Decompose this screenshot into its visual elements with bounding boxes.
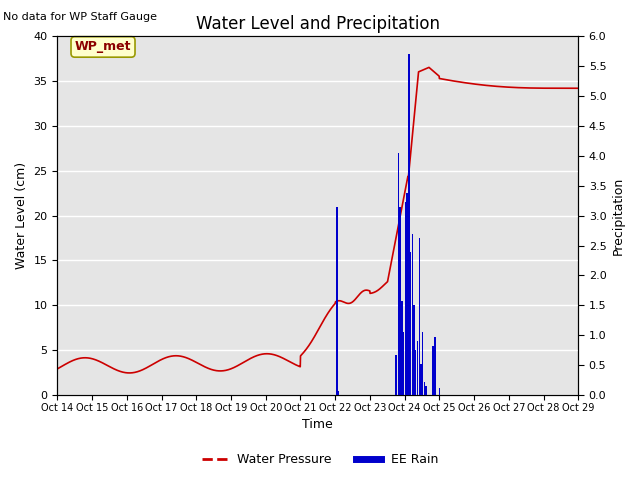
Bar — [438, 388, 440, 395]
Bar — [337, 391, 339, 395]
Bar — [397, 153, 399, 395]
Bar — [415, 350, 417, 395]
Bar — [434, 337, 436, 395]
Bar — [426, 386, 427, 395]
Bar — [412, 234, 413, 395]
Legend: Water Pressure, EE Rain: Water Pressure, EE Rain — [196, 448, 444, 471]
Bar — [424, 382, 425, 395]
Bar — [410, 252, 412, 395]
Title: Water Level and Precipitation: Water Level and Precipitation — [196, 15, 440, 33]
Bar — [422, 332, 424, 395]
X-axis label: Time: Time — [303, 419, 333, 432]
Bar — [404, 202, 406, 395]
Bar — [417, 341, 418, 395]
Bar — [401, 301, 403, 395]
Bar — [420, 364, 422, 395]
Y-axis label: Precipitation: Precipitation — [612, 177, 625, 255]
Bar — [419, 238, 420, 395]
Bar — [408, 54, 410, 395]
Bar — [399, 206, 401, 395]
Bar — [336, 206, 338, 395]
Y-axis label: Water Level (cm): Water Level (cm) — [15, 162, 28, 269]
Bar — [403, 332, 404, 395]
Text: WP_met: WP_met — [75, 40, 131, 53]
Text: No data for WP Staff Gauge: No data for WP Staff Gauge — [3, 12, 157, 22]
Bar — [433, 346, 434, 395]
Bar — [406, 193, 408, 395]
Bar — [396, 355, 397, 395]
Bar — [413, 305, 415, 395]
